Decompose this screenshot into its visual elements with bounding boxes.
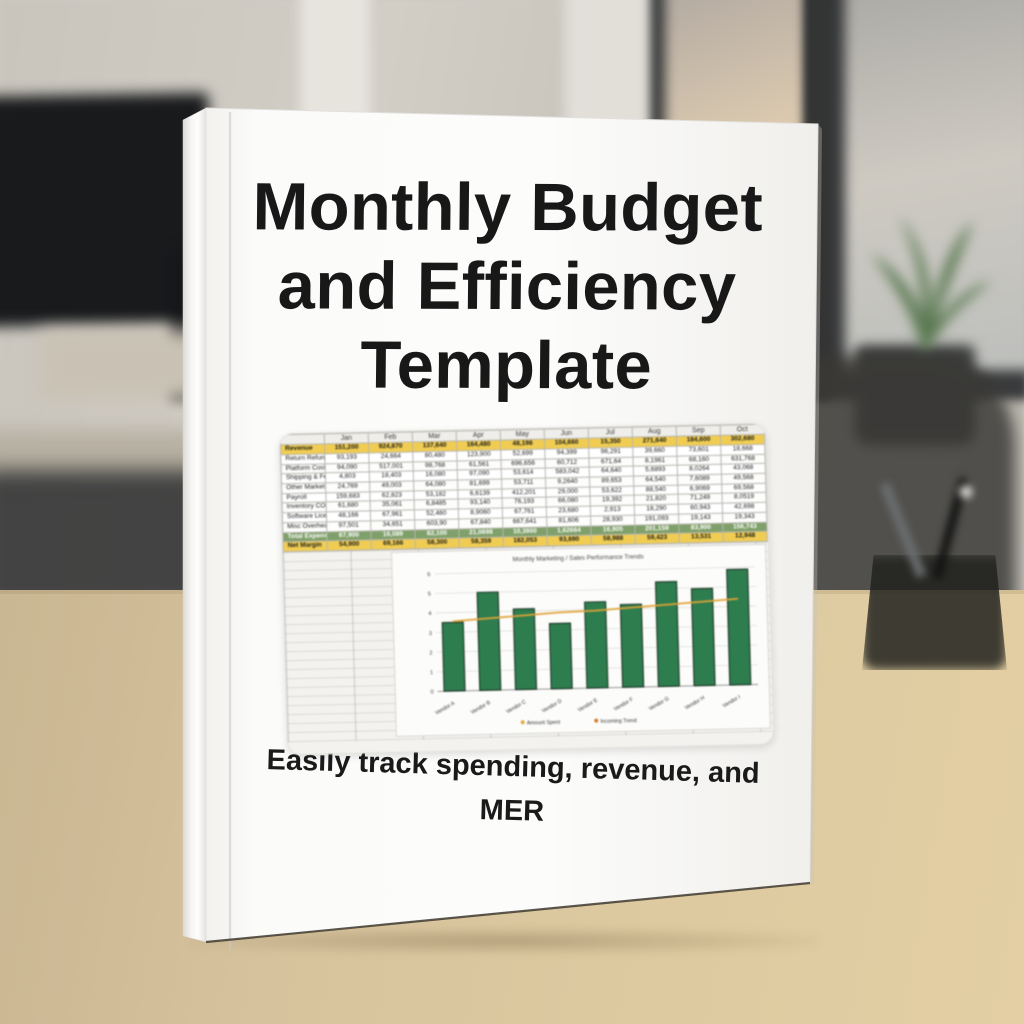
svg-text:4: 4 bbox=[428, 611, 431, 617]
svg-text:Vendor A: Vendor A bbox=[434, 700, 456, 716]
svg-text:1: 1 bbox=[430, 670, 433, 676]
svg-text:Vendor D: Vendor D bbox=[541, 698, 563, 714]
svg-text:0: 0 bbox=[430, 690, 433, 696]
svg-text:Amount Spent: Amount Spent bbox=[527, 720, 561, 727]
svg-text:5: 5 bbox=[428, 592, 431, 598]
svg-text:Vendor B: Vendor B bbox=[470, 700, 492, 716]
svg-text:Vendor G: Vendor G bbox=[648, 696, 670, 713]
svg-text:6: 6 bbox=[427, 572, 430, 578]
svg-text:Vendor C: Vendor C bbox=[505, 699, 527, 715]
svg-text:Incoming Trend: Incoming Trend bbox=[600, 718, 636, 725]
svg-text:Vendor E: Vendor E bbox=[577, 697, 599, 713]
svg-text:Monthly Marketing / Sales Perf: Monthly Marketing / Sales Performance Tr… bbox=[513, 553, 644, 563]
svg-text:3: 3 bbox=[429, 631, 432, 637]
svg-text:Vendor H: Vendor H bbox=[684, 695, 706, 711]
svg-text:Vendor F: Vendor F bbox=[613, 696, 635, 712]
svg-text:Vendor I: Vendor I bbox=[722, 694, 742, 709]
svg-text:2: 2 bbox=[429, 650, 432, 656]
